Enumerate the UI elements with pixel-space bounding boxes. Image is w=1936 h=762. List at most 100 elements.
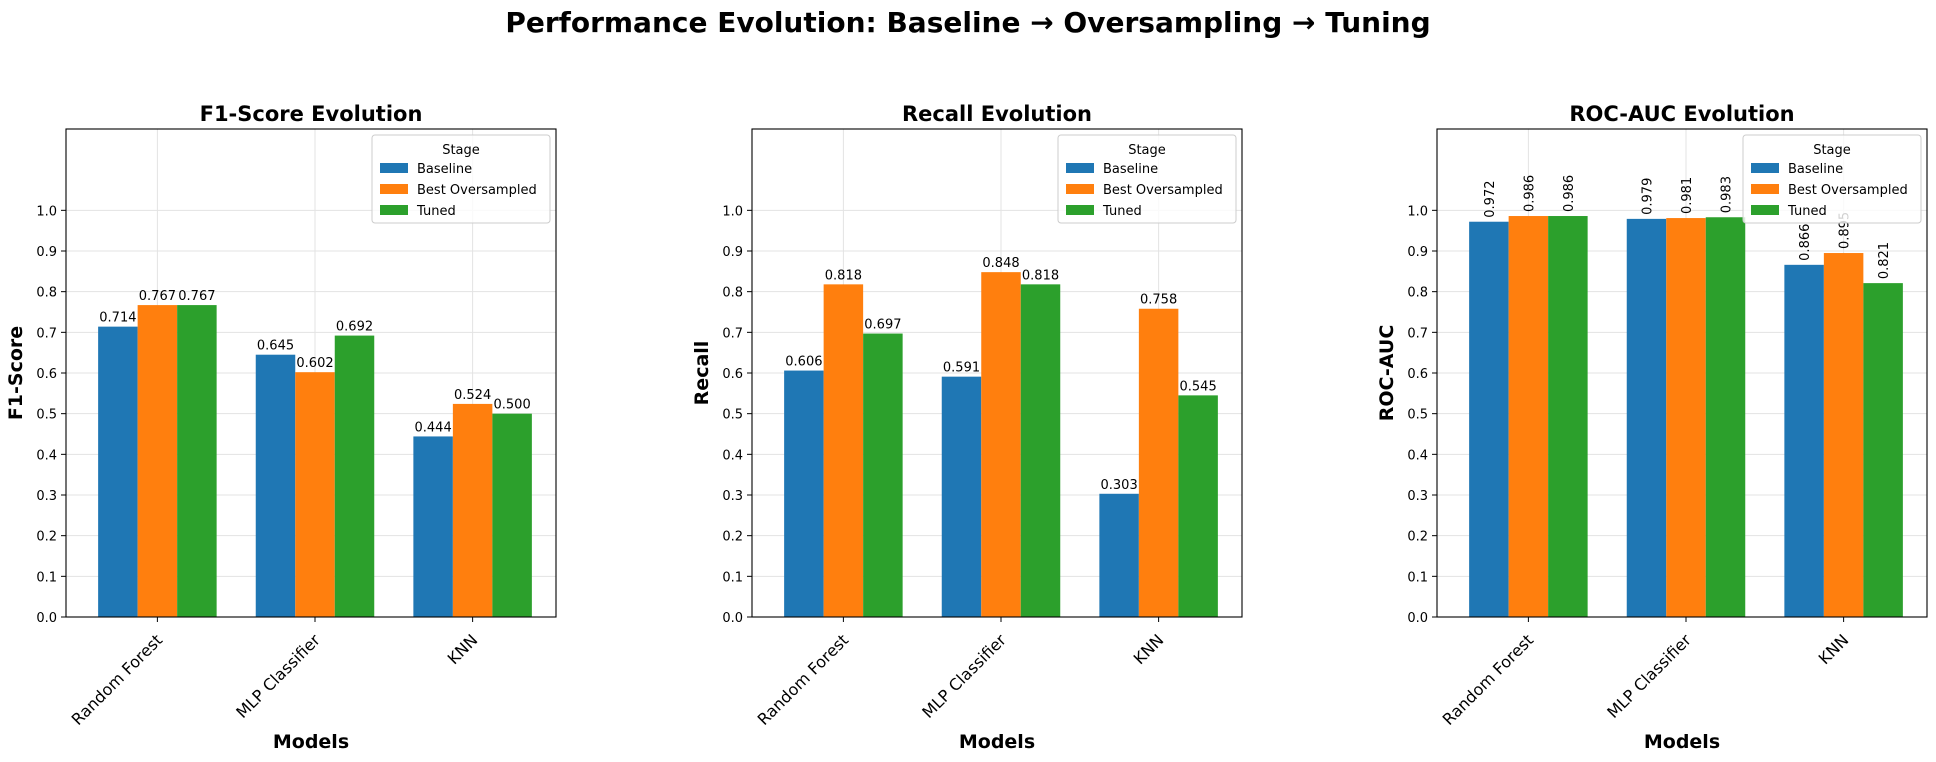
y-tick-label: 0.6	[1407, 367, 1428, 382]
bar	[1705, 217, 1746, 617]
legend-box	[1742, 134, 1922, 224]
subplot-title: F1-Score Evolution	[200, 102, 423, 126]
x-tick-label: Random Forest	[754, 630, 853, 729]
bar	[863, 333, 903, 617]
bar	[1099, 493, 1139, 617]
value-label: 0.500	[494, 398, 531, 413]
y-tick-label: 0.2	[36, 530, 57, 545]
value-label: 0.692	[336, 320, 373, 335]
y-tick-label: 1.0	[722, 204, 743, 219]
y-axis-label: Recall	[691, 341, 713, 406]
y-tick-label: 0.4	[36, 448, 57, 463]
legend-label: Tuned	[416, 204, 456, 219]
value-label: 0.606	[785, 355, 822, 370]
bar	[452, 403, 493, 617]
y-tick-label: 0.6	[36, 367, 57, 382]
bar	[1548, 216, 1588, 617]
bar	[1626, 218, 1667, 617]
x-tick-label: Random Forest	[1439, 630, 1538, 729]
y-tick-label: 0.5	[722, 408, 743, 423]
bar	[492, 413, 532, 617]
y-tick-label: 0.8	[36, 286, 57, 301]
x-tick-label: Random Forest	[68, 630, 167, 729]
y-tick-label: 0.0	[722, 611, 743, 626]
bar	[98, 326, 138, 617]
value-label: 0.524	[454, 388, 491, 403]
y-tick-label: 0.0	[36, 611, 57, 626]
value-label: 0.758	[1140, 293, 1177, 308]
bar	[981, 272, 1021, 617]
bar	[1020, 284, 1061, 617]
value-label: 0.303	[1101, 478, 1138, 493]
legend-title: Stage	[1813, 143, 1851, 158]
legend-box	[1057, 134, 1237, 224]
value-label: 0.986	[1562, 175, 1577, 212]
legend-title: Stage	[442, 143, 480, 158]
value-label: 0.821	[1877, 242, 1892, 279]
y-tick-label: 0.7	[1407, 326, 1428, 341]
legend-swatch	[1066, 205, 1094, 215]
bar	[334, 335, 375, 617]
y-tick-label: 0.6	[722, 367, 743, 382]
y-tick-label: 0.2	[722, 530, 743, 545]
legend-label: Best Oversampled	[1788, 183, 1908, 198]
y-axis-label: ROC-AUC	[1376, 325, 1398, 422]
subplot-2: 0.606 0.5910.3030.8180.8480.7580.6970.818…	[691, 102, 1243, 753]
x-tick-label: KNN	[1815, 630, 1853, 668]
y-tick-label: 0.4	[1407, 448, 1428, 463]
bar	[1863, 283, 1903, 617]
legend-label: Best Oversampled	[417, 183, 537, 198]
x-tick-label: MLP Classifier	[918, 630, 1010, 722]
value-label: 0.972	[1483, 181, 1498, 218]
legend-swatch	[1751, 205, 1779, 215]
bar	[1823, 253, 1864, 618]
y-tick-label: 0.1	[722, 570, 743, 585]
y-tick-label: 0.1	[1407, 570, 1428, 585]
legend-swatch	[380, 163, 408, 173]
legend-swatch	[1751, 163, 1779, 173]
y-tick-label: 0.5	[1407, 408, 1428, 423]
bar	[823, 284, 864, 617]
y-tick-label: 0.8	[1407, 286, 1428, 301]
x-axis-label: Models	[1644, 731, 1720, 753]
value-label: 0.848	[982, 256, 1019, 271]
value-label: 0.981	[1680, 177, 1695, 214]
value-label: 0.767	[178, 289, 215, 304]
y-tick-label: 0.9	[722, 245, 743, 260]
y-tick-label: 0.3	[1407, 489, 1428, 504]
bar	[177, 305, 217, 617]
bar	[941, 376, 982, 617]
y-tick-label: 1.0	[36, 204, 57, 219]
legend-swatch	[380, 184, 408, 194]
bar	[1138, 308, 1179, 617]
y-tick-label: 0.7	[36, 326, 57, 341]
legend-swatch	[1751, 184, 1779, 194]
bar	[413, 436, 453, 617]
bar	[1666, 218, 1706, 617]
y-tick-label: 0.7	[722, 326, 743, 341]
value-label: 0.602	[296, 356, 333, 371]
x-tick-label: KNN	[1130, 630, 1168, 668]
legend-label: Tuned	[1102, 204, 1142, 219]
y-tick-label: 0.1	[36, 570, 57, 585]
bar	[784, 370, 824, 617]
legend-label: Baseline	[1103, 162, 1158, 177]
y-tick-label: 0.8	[722, 286, 743, 301]
x-tick-label: MLP Classifier	[1603, 630, 1695, 722]
y-tick-label: 0.4	[722, 448, 743, 463]
legend: Stage Baseline Best Oversampled Tuned	[1742, 134, 1922, 224]
subplot-1: 0.714 0.645 0.444 0.767 0.602 0.524 0.767 0.692…	[5, 102, 557, 753]
legend: Stage Baseline Best Oversampled Tuned	[1057, 134, 1237, 224]
value-label: 0.818	[825, 268, 862, 283]
y-tick-label: 1.0	[1407, 204, 1428, 219]
value-label: 0.444	[415, 420, 452, 435]
bar	[1784, 264, 1824, 617]
value-label: 0.866	[1798, 224, 1813, 261]
value-label: 0.767	[139, 289, 176, 304]
legend-label: Best Oversampled	[1103, 183, 1223, 198]
figure-suptitle: Performance Evolution: Baseline → Oversa…	[505, 6, 1430, 39]
y-axis-label: F1-Score	[5, 326, 27, 420]
legend-swatch	[380, 205, 408, 215]
